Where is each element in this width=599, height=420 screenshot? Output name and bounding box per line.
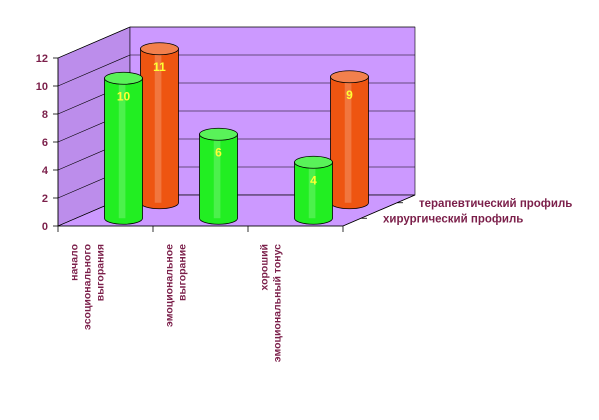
bar-highlight (308, 162, 316, 219)
y-tick-label: 2 (42, 193, 48, 205)
category-label-line: выгорание (177, 244, 189, 301)
category-label: хорошийэмоциональный тонус (259, 244, 284, 362)
bar-top (330, 70, 369, 84)
bar: 11 (140, 42, 179, 210)
bar: 4 (294, 155, 333, 225)
y-axis: 0 2 4 6 8 10 12 (36, 53, 59, 233)
bar-highlight (154, 48, 162, 203)
gridline (57, 26, 415, 59)
y-tick-label: 4 (42, 165, 49, 177)
data-label: 10 (117, 89, 131, 103)
bar-top (104, 71, 143, 85)
y-tick-label: 12 (36, 53, 48, 65)
data-label: 11 (153, 60, 166, 74)
gridline (57, 54, 415, 87)
category-label: эмоциональноевыгорание (164, 244, 189, 327)
category-label-line: эмоциональный тонус (272, 244, 284, 362)
category-label: началоэсоциональноговыгорания (69, 244, 107, 330)
bar: 10 (104, 71, 143, 225)
x-axis: началоэсоциональноговыгорания эмоциональн… (57, 225, 344, 362)
category-label-line: выгорания (95, 244, 107, 301)
bar-highlight (213, 134, 221, 219)
data-label: 6 (215, 145, 222, 159)
data-label: 9 (346, 88, 353, 102)
y-tick-label: 10 (36, 81, 48, 93)
category-label-line: эмоциональное (164, 244, 176, 327)
series-axis-line (342, 194, 416, 227)
bar-top (140, 42, 179, 56)
y-tick-label: 0 (42, 221, 48, 233)
bar: 6 (199, 127, 238, 225)
series-label: хирургический профиль (383, 213, 523, 225)
bar-highlight (118, 78, 126, 219)
y-tick-label: 6 (42, 137, 48, 149)
series-axis: хирургический профиль терапевтический про… (342, 194, 572, 227)
bar: 9 (330, 70, 369, 210)
bar-top (294, 155, 333, 169)
y-tick-label: 8 (42, 109, 48, 121)
chart-bars: 11 9 10 6 4 (104, 42, 369, 225)
bar-highlight (344, 76, 352, 203)
series-label: терапевтический профиль (419, 198, 572, 210)
bar-top (199, 127, 238, 141)
category-label-line: хороший (259, 244, 271, 290)
category-label-line: начало (69, 244, 81, 281)
data-label: 4 (310, 173, 317, 187)
category-label-line: эсоционального (82, 244, 94, 330)
